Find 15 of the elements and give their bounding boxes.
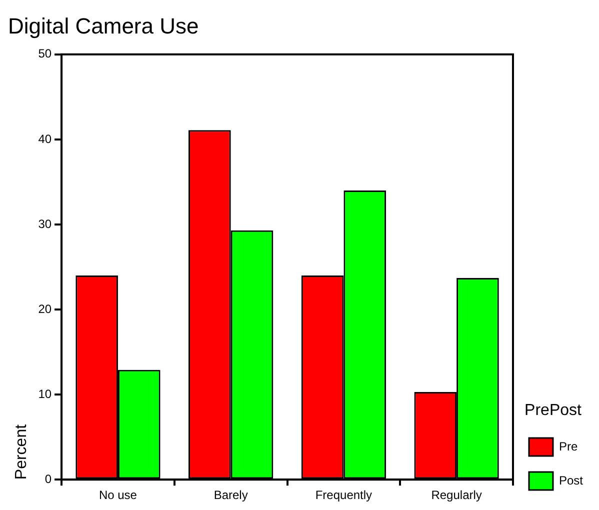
x-tick-label: Regularly [431,488,482,502]
y-tick-label: 10 [38,386,52,401]
y-tick-label: 0 [44,472,52,486]
x-tick-label: Barely [214,488,248,502]
chart-title: Digital Camera Use [8,13,199,38]
x-tick-label: No use [98,488,138,502]
legend-label: Pre [558,439,578,454]
y-tick-label: 40 [38,132,52,146]
legend-label: Post [558,473,584,488]
y-tick-label: 20 [38,302,52,316]
y-axis-title: Percent [13,424,30,480]
x-tick-label: Frequently [315,488,372,502]
y-tick-label: 50 [38,46,52,61]
y-tick-label: 30 [38,216,52,231]
legend-title: PrePost [524,402,582,420]
